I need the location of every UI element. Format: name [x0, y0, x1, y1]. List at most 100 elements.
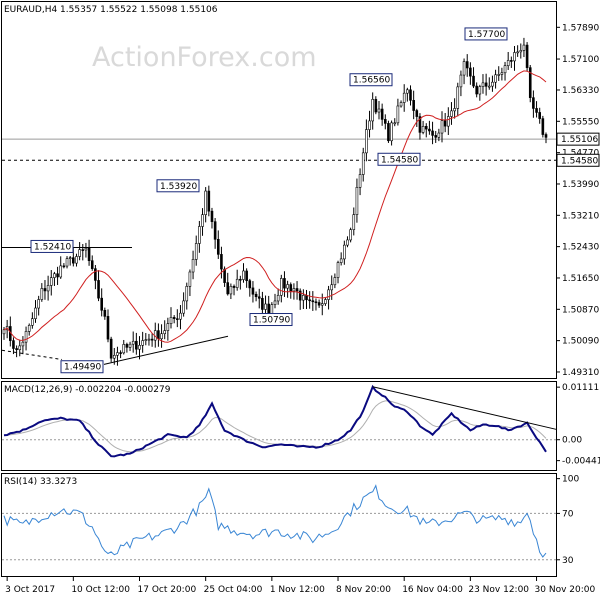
candle-body: [289, 284, 293, 292]
candle-body: [487, 85, 491, 88]
candle-body: [131, 340, 135, 345]
candle-body: [220, 254, 223, 270]
candle-body: [402, 92, 406, 103]
candle-body: [94, 268, 97, 281]
candle-body: [380, 108, 384, 120]
x-axis: 3 Oct 2017 10 Oct 12:00 17 Oct 20:00 25 Oct…: [5, 577, 595, 595]
candle-body: [305, 295, 308, 301]
candle-body: [210, 210, 214, 222]
candle-body: [393, 122, 397, 125]
candle-body: [484, 82, 488, 87]
candle-body: [494, 74, 497, 83]
candle-body: [135, 340, 138, 350]
candle-body: [532, 97, 535, 109]
candle-body: [191, 259, 195, 273]
x-tick-label: 30 Nov 20:00: [535, 585, 596, 595]
macd-line: [3, 384, 547, 458]
price-annotation-label: 1.50790: [253, 316, 290, 326]
candle-body: [144, 339, 148, 341]
candle-body: [406, 89, 409, 94]
candle-body: [415, 110, 419, 117]
candle-body: [298, 290, 302, 301]
candle-body: [188, 271, 192, 287]
candle-body: [62, 265, 66, 268]
candle-body: [475, 85, 478, 95]
candle-body: [179, 312, 182, 320]
candle-body: [65, 258, 69, 267]
candle-body: [31, 318, 34, 326]
candle-body: [283, 278, 286, 289]
candle-body: [34, 307, 37, 319]
candle-body: [160, 333, 163, 340]
candle-body: [434, 135, 438, 138]
candle-body: [295, 288, 299, 292]
price-tick-label: 1.56330: [562, 86, 599, 96]
candle-body: [128, 343, 132, 348]
candle-body: [513, 52, 516, 62]
price-annotation-box: [30, 239, 74, 253]
candle-body: [412, 100, 415, 111]
price-annotation-box: [349, 73, 393, 87]
candle-body: [235, 278, 239, 288]
candlesticks: [2, 37, 548, 366]
candle-body: [18, 345, 22, 351]
candle-body: [390, 122, 393, 142]
x-tick-label: 17 Oct 20:00: [138, 585, 197, 595]
candle-body: [239, 278, 242, 281]
candle-body: [330, 284, 334, 291]
support-trendline: [103, 335, 229, 365]
rsi-tick-label: 100: [562, 475, 579, 485]
moving-average-line: [3, 70, 547, 343]
candle-body: [81, 249, 85, 251]
candle-body: [459, 74, 463, 88]
candle-body: [59, 265, 63, 278]
price-annotation-box: [464, 27, 508, 41]
macd-tick-label: -0.004419: [562, 457, 600, 467]
candle-body: [112, 355, 116, 359]
price-annotation-label: 1.54580: [381, 155, 418, 165]
candle-body: [324, 299, 327, 304]
price-panel-frame: [1, 1, 557, 379]
price-annotation-box: [156, 179, 200, 193]
candle-body: [453, 108, 456, 112]
candle-body: [418, 116, 422, 133]
candle-body: [122, 344, 126, 354]
price-tick-label: 1.49310: [562, 368, 599, 378]
candle-body: [352, 214, 356, 230]
price-annotations: 1.49490 1.52410 1.53920 1.50790 1.56560 1.545…: [30, 27, 508, 374]
price-tick-label: 1.55550: [562, 117, 599, 127]
candle-body: [371, 99, 374, 122]
candle-body: [207, 190, 211, 212]
candle-body: [292, 288, 296, 292]
macd-tick-label: 0.011111: [562, 383, 600, 393]
price-tick-label: 1.57890: [562, 23, 599, 33]
candle-body: [201, 214, 204, 227]
candle-body: [462, 61, 466, 76]
price-tick-label: 1.50090: [562, 337, 599, 347]
candle-body: [103, 309, 107, 317]
candle-body: [399, 102, 403, 107]
candle-body: [276, 294, 280, 302]
candle-body: [119, 352, 122, 354]
candle-body: [302, 295, 305, 301]
candle-body: [320, 303, 324, 306]
candle-body: [116, 352, 119, 356]
candle-body: [440, 120, 444, 134]
candle-body: [106, 316, 110, 340]
candle-body: [100, 297, 103, 311]
candle-body: [163, 330, 167, 335]
candle-body: [15, 348, 18, 351]
candle-body: [223, 268, 226, 283]
price-tick-label: 1.54770: [562, 149, 599, 159]
candle-body: [21, 341, 25, 347]
candle-body: [166, 323, 170, 331]
candle-body: [409, 89, 412, 101]
candle-body: [172, 317, 176, 319]
candle-body: [40, 288, 44, 300]
candle-body: [522, 44, 526, 51]
candle-body: [374, 99, 378, 113]
price-tick-label: 1.50870: [562, 305, 599, 315]
candle-body: [424, 126, 428, 130]
rsi-panel-label: RSI(14) 33.3273: [4, 477, 77, 487]
price-reference-lines: [1, 138, 556, 365]
